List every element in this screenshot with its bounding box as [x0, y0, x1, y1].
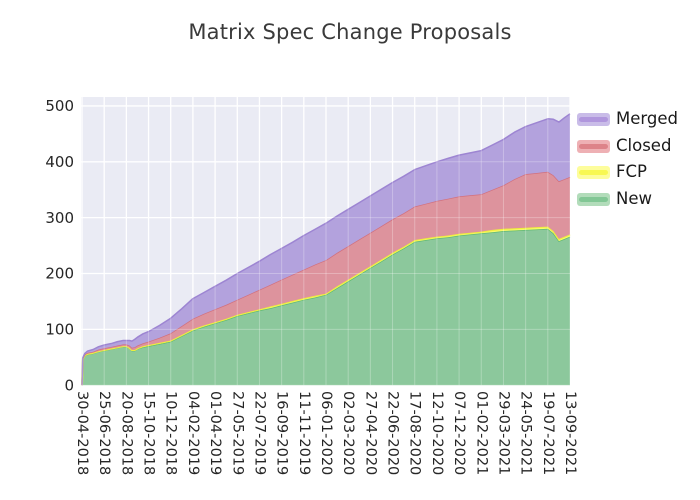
legend-swatch-line [579, 170, 608, 176]
gridlines-overlay [81, 97, 571, 386]
legend-swatch-new-icon [577, 192, 610, 206]
x-tick-label: 06-01-2020 [318, 391, 334, 475]
y-axis-tick-labels: 0 100 200 300 400 500 [45, 97, 74, 394]
y-tick-label: 500 [45, 97, 74, 115]
area-new [82, 228, 570, 386]
x-tick-label: 16-09-2019 [274, 391, 290, 475]
legend-swatch-fcp-icon [577, 166, 610, 180]
area-merged [82, 113, 570, 386]
legend-label-closed: Closed [616, 135, 672, 155]
legend-item-merged: Merged [577, 106, 678, 133]
x-tick-label: 02-03-2020 [340, 391, 356, 475]
legend-swatch-closed-icon [577, 139, 610, 153]
x-tick-label: 22-06-2020 [385, 391, 401, 475]
y-tick-label: 200 [45, 265, 74, 283]
x-tick-label: 04-02-2019 [185, 391, 201, 475]
x-tick-label: 01-04-2019 [207, 391, 223, 475]
x-tick-label: 13-09-2021 [562, 391, 578, 475]
x-tick-label: 17-08-2020 [407, 391, 423, 475]
legend-label-new: New [616, 189, 652, 209]
legend-swatch-line [579, 116, 608, 122]
x-tick-label: 30-04-2018 [74, 391, 90, 475]
area-closed [82, 171, 570, 386]
x-tick-label: 22-07-2019 [252, 391, 268, 475]
chart-title: Matrix Spec Change Proposals [188, 20, 512, 44]
y-tick-label: 300 [45, 209, 74, 227]
x-axis-tick-labels: 30-04-2018 25-06-2018 20-08-2018 15-10-2018… [74, 391, 578, 475]
x-tick-label: 24-05-2021 [518, 391, 534, 475]
x-tick-label: 25-06-2018 [96, 391, 112, 475]
x-tick-label: 10-12-2018 [163, 391, 179, 475]
legend-item-fcp: FCP [577, 159, 678, 186]
x-tick-label: 27-05-2019 [229, 391, 245, 475]
legend: Merged Closed FCP New [577, 106, 678, 213]
legend-item-new: New [577, 186, 678, 213]
legend-swatch-line [579, 143, 608, 149]
x-tick-label: 07-12-2020 [451, 391, 467, 475]
legend-swatch-line [579, 196, 608, 202]
y-tick-label: 400 [45, 153, 74, 171]
legend-swatch-merged-icon [577, 112, 610, 126]
x-tick-label: 11-11-2019 [296, 391, 312, 475]
x-tick-label: 20-08-2018 [118, 391, 134, 475]
legend-label-fcp: FCP [616, 162, 647, 182]
x-tick-label: 27-04-2020 [362, 391, 378, 475]
x-tick-label: 12-10-2020 [429, 391, 445, 475]
y-tick-label: 100 [45, 321, 74, 339]
area-edge-merged [81, 113, 571, 386]
stacked-areas [80, 113, 571, 386]
x-tick-label: 19-07-2021 [540, 391, 556, 475]
x-tick-label: 15-10-2018 [141, 391, 157, 475]
x-tick-label: 29-03-2021 [496, 391, 512, 475]
legend-label-merged: Merged [616, 109, 678, 129]
x-tick-label: 01-02-2021 [473, 391, 489, 475]
y-tick-label: 0 [64, 376, 74, 394]
legend-item-closed: Closed [577, 133, 678, 160]
